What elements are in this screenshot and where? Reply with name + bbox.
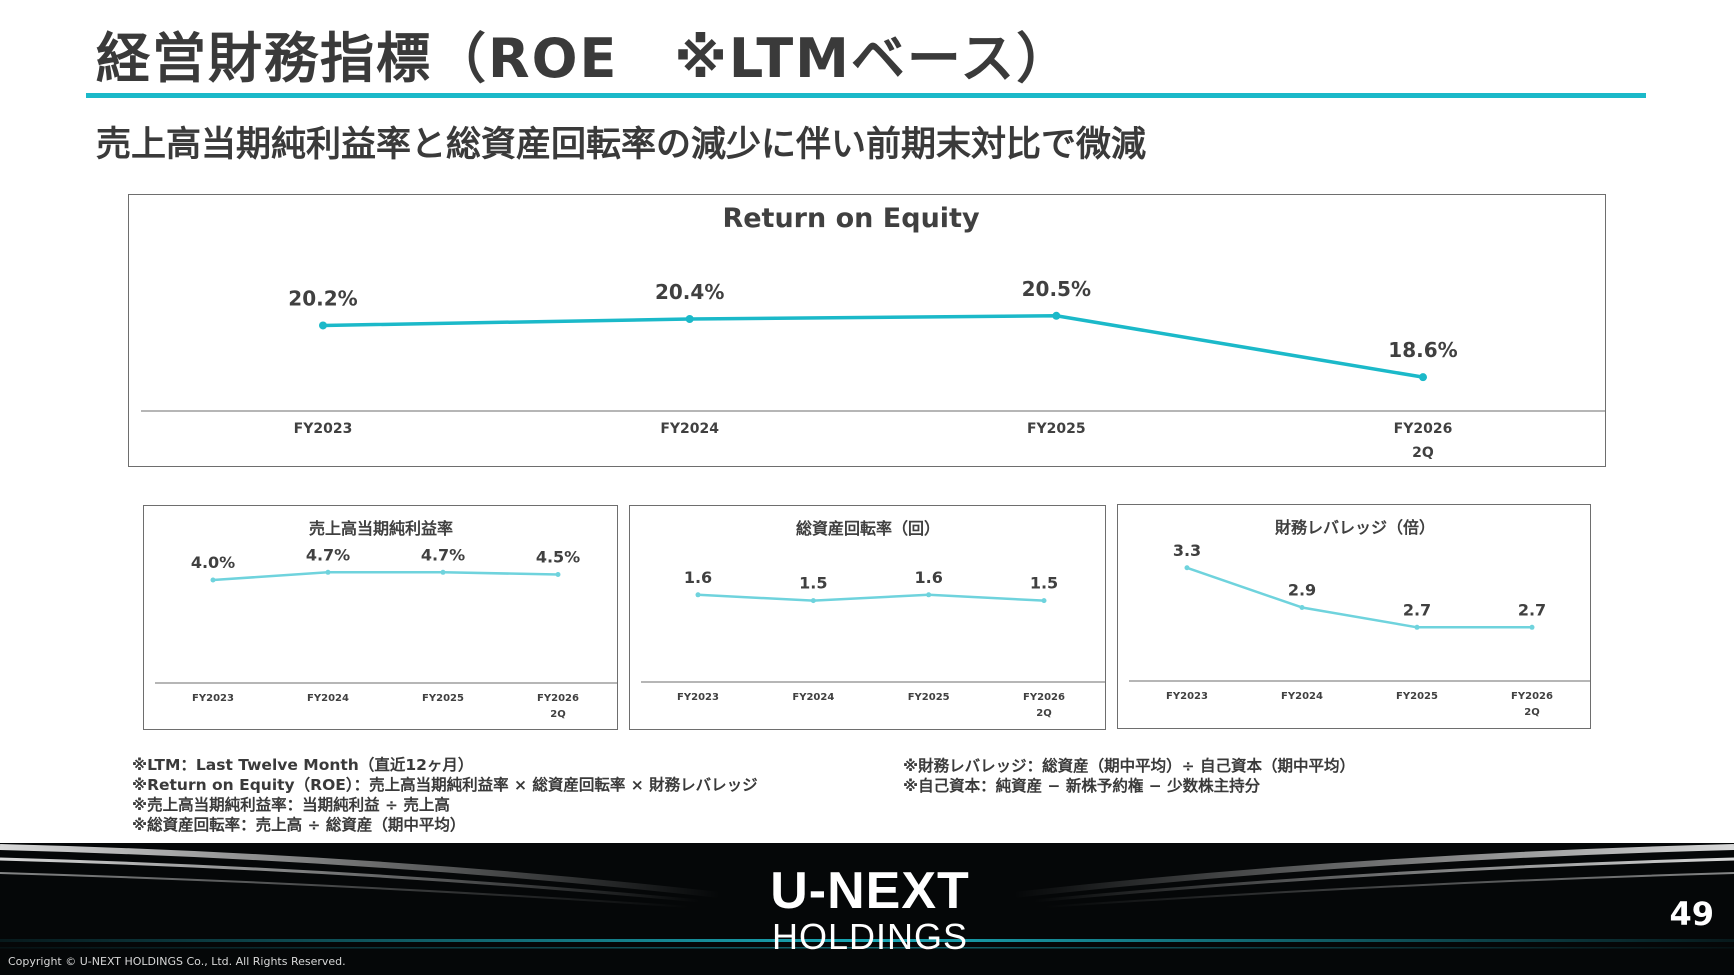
net-margin-chart-svg: 売上高当期純利益率 4.0% FY2023 4.7% FY2024 4.7% FY2025 4… — [155, 519, 617, 720]
title-underline — [86, 93, 1646, 98]
data-point — [555, 572, 561, 577]
data-label: 20.2% — [288, 286, 357, 310]
data-label: 20.4% — [655, 280, 724, 304]
notes-right: ※財務レバレッジ：総資産（期中平均）÷ 自己資本（期中平均） ※自己資本：純資産… — [903, 756, 1355, 796]
note-line: ※財務レバレッジ：総資産（期中平均）÷ 自己資本（期中平均） — [903, 757, 1355, 775]
chart-title: 売上高当期純利益率 — [309, 519, 453, 538]
notes-left: ※LTM：Last Twelve Month（直近12ヶ月） ※Return o… — [132, 755, 758, 835]
data-label: 3.3 — [1173, 541, 1201, 560]
note-line: ※LTM：Last Twelve Month（直近12ヶ月） — [132, 756, 474, 774]
data-point — [1184, 565, 1190, 571]
data-label: 1.5 — [1030, 574, 1058, 593]
x-tick-label: FY2025 — [422, 693, 464, 704]
page-title: 経営財務指標（ROE ※LTMベース） — [96, 27, 1073, 90]
note-line: ※総資産回転率：売上高 ÷ 総資産（期中平均） — [132, 816, 466, 834]
data-label: 18.6% — [1388, 338, 1457, 362]
x-tick-label: FY2025 — [1027, 421, 1086, 437]
data-label: 1.6 — [914, 568, 942, 587]
data-point — [319, 321, 327, 330]
data-point — [325, 569, 331, 575]
logo-sub-text: HOLDINGS — [771, 916, 969, 957]
company-logo: U-NEXT HOLDINGS — [770, 865, 970, 957]
data-label: 4.0% — [191, 553, 235, 572]
note-line: ※売上高当期純利益率：当期純利益 ÷ 売上高 — [132, 796, 450, 814]
page-subtitle: 売上高当期純利益率と総資産回転率の減少に伴い前期末対比で微減 — [96, 125, 1147, 165]
data-label: 4.7% — [306, 545, 350, 564]
x-tick-label: FY2024 — [307, 693, 349, 704]
data-label: 4.5% — [536, 548, 580, 567]
x-tick-label: FY2026 — [1023, 692, 1065, 703]
data-point — [1052, 311, 1061, 320]
data-label: 2.7 — [1518, 600, 1546, 619]
x-tick-label: 2Q — [1524, 707, 1539, 718]
chart-title: 財務レバレッジ（倍） — [1275, 518, 1435, 537]
series-line — [212, 571, 559, 582]
x-tick-label: FY2023 — [294, 421, 353, 437]
data-point — [810, 598, 816, 604]
data-label: 2.9 — [1288, 580, 1316, 599]
x-tick-label: FY2023 — [677, 692, 719, 703]
page-number: 49 — [1669, 895, 1714, 933]
chart-title: Return on Equity — [722, 203, 979, 234]
note-line: ※自己資本：純資産 − 新株予約権 − 少数株主持分 — [903, 777, 1261, 795]
x-tick-label: FY2023 — [1166, 691, 1208, 702]
asset-turnover-chart: 総資産回転率（回） 1.6 FY2023 1.5 FY2024 1.6 FY2025 1.5 F… — [629, 505, 1106, 730]
x-tick-label: FY2023 — [192, 693, 234, 704]
data-point — [695, 592, 701, 598]
footer-light-streaks — [0, 844, 1734, 949]
footer-banner: U-NEXT HOLDINGS 49 Copyright © U-NEXT HO… — [0, 843, 1734, 975]
data-label: 4.7% — [421, 545, 465, 564]
x-tick-label: 2Q — [1412, 445, 1434, 461]
data-point — [1414, 624, 1420, 630]
financial-leverage-chart-svg: 財務レバレッジ（倍） 3.3 FY2023 2.9 FY2024 2.7 FY2025 2.7… — [1129, 518, 1590, 718]
data-point — [1299, 604, 1305, 610]
data-label: 1.5 — [799, 574, 827, 593]
data-label: 2.7 — [1403, 600, 1431, 619]
data-point — [210, 577, 216, 583]
x-tick-label: FY2025 — [1396, 691, 1438, 702]
x-tick-label: FY2026 — [537, 693, 579, 704]
series-line — [322, 314, 1424, 379]
copyright-text: Copyright © U-NEXT HOLDINGS Co., Ltd. Al… — [8, 955, 346, 968]
data-label: 1.6 — [684, 568, 712, 587]
data-point — [440, 569, 446, 575]
x-tick-label: FY2024 — [792, 692, 834, 703]
note-line: ※Return on Equity（ROE）：売上高当期純利益率 × 総資産回転… — [132, 776, 758, 794]
data-point — [926, 592, 932, 598]
series-line — [697, 593, 1045, 602]
x-tick-label: FY2026 — [1511, 691, 1553, 702]
data-point — [685, 315, 694, 323]
x-tick-label: 2Q — [550, 709, 565, 720]
x-tick-label: FY2024 — [1281, 691, 1323, 702]
roe-chart: Return on Equity 20.2% FY2023 20.4% FY2024 20… — [128, 194, 1606, 467]
x-tick-label: FY2025 — [908, 692, 950, 703]
financial-leverage-chart: 財務レバレッジ（倍） 3.3 FY2023 2.9 FY2024 2.7 FY2025 2.7… — [1117, 504, 1591, 729]
data-point — [1529, 624, 1535, 630]
asset-turnover-chart-svg: 総資産回転率（回） 1.6 FY2023 1.5 FY2024 1.6 FY2025 1.5 F… — [641, 519, 1105, 719]
net-margin-chart: 売上高当期純利益率 4.0% FY2023 4.7% FY2024 4.7% FY2025 4… — [143, 505, 618, 730]
chart-title: 総資産回転率（回） — [796, 519, 940, 538]
data-point — [1419, 373, 1427, 382]
data-label: 20.5% — [1022, 277, 1091, 301]
x-tick-label: FY2024 — [660, 421, 719, 437]
data-point — [1041, 598, 1047, 604]
x-tick-label: 2Q — [1036, 708, 1051, 719]
logo-main-text: U-NEXT — [770, 862, 970, 920]
series-line — [1186, 566, 1532, 629]
roe-chart-svg: Return on Equity 20.2% FY2023 20.4% FY2024 20… — [141, 203, 1605, 461]
x-tick-label: FY2026 — [1394, 421, 1453, 437]
